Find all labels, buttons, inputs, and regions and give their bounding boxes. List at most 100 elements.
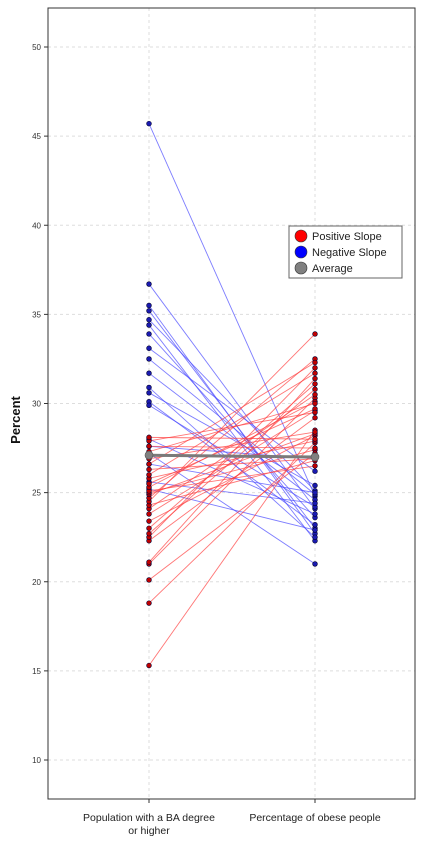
legend-marker — [294, 229, 308, 243]
positive-slope-line — [148, 358, 316, 499]
positive-slope-point — [146, 518, 152, 524]
legend-label: Negative Slope — [312, 247, 387, 259]
positive-slope-line — [148, 465, 316, 492]
y-tick-label: 40 — [32, 221, 41, 230]
positive-slope-point — [146, 577, 152, 583]
negative-slope-point — [146, 356, 152, 362]
legend-marker — [294, 245, 308, 259]
y-tick-label: 30 — [32, 400, 41, 409]
positive-slope-point — [146, 472, 152, 478]
positive-slope-line — [148, 445, 316, 449]
negative-slope-line — [148, 333, 316, 518]
negative-slope-line — [148, 283, 316, 509]
y-tick-label: 50 — [32, 43, 41, 52]
series-points — [144, 120, 320, 669]
positive-slope-line — [148, 394, 316, 510]
negative-slope-line — [148, 372, 316, 501]
negative-slope-point — [146, 345, 152, 351]
positive-slope-point — [312, 381, 318, 387]
y-tick-label: 10 — [32, 756, 41, 765]
y-tick-label: 15 — [32, 667, 41, 676]
negative-slope-line — [148, 319, 316, 492]
negative-slope-line — [148, 324, 316, 542]
positive-slope-point — [146, 662, 152, 669]
positive-slope-point — [146, 481, 152, 487]
positive-slope-point — [312, 359, 318, 366]
positive-slope-point — [312, 365, 318, 371]
y-tick-label: 20 — [32, 578, 41, 587]
negative-slope-line — [148, 347, 316, 472]
negative-slope-point — [312, 522, 318, 528]
positive-slope-line — [148, 333, 316, 502]
positive-slope-line — [148, 436, 316, 440]
negative-slope-point — [146, 120, 152, 127]
negative-slope-point — [312, 500, 318, 507]
positive-slope-line — [148, 410, 316, 515]
y-tick-label: 45 — [32, 132, 41, 141]
legend-box — [288, 225, 403, 279]
positive-slope-point — [312, 375, 318, 382]
legend-marker — [294, 261, 308, 275]
negative-slope-line — [148, 310, 316, 529]
negative-slope-point — [146, 308, 152, 314]
positive-slope-point — [312, 429, 318, 435]
positive-slope-point — [312, 436, 318, 442]
negative-slope-point — [312, 489, 318, 496]
positive-slope-point — [312, 331, 318, 337]
positive-slope-line — [148, 411, 316, 442]
positive-slope-point — [312, 463, 318, 469]
negative-slope-point — [146, 384, 152, 391]
negative-slope-point — [146, 390, 152, 396]
positive-slope-line — [148, 403, 316, 453]
negative-slope-point — [312, 468, 318, 474]
positive-slope-line — [148, 440, 316, 479]
y-axis-label: Percent — [8, 395, 23, 443]
y-tick-label: 35 — [32, 310, 41, 319]
positive-slope-line — [148, 417, 316, 542]
positive-slope-point — [312, 445, 318, 451]
average-line — [148, 453, 316, 459]
positive-slope-point — [146, 511, 152, 517]
negative-slope-point — [146, 317, 152, 323]
x-tick-label: Percentage of obese people — [249, 812, 381, 824]
positive-slope-line — [148, 460, 316, 506]
y-tick-label: 25 — [32, 489, 41, 498]
positive-slope-line — [148, 453, 316, 581]
positive-slope-line — [148, 442, 316, 604]
positive-slope-point — [312, 409, 318, 416]
legend-label: Average — [312, 263, 353, 275]
negative-slope-point — [146, 402, 152, 408]
y-axis: 10 15 20 25 30 35 40 45 50 — [32, 43, 48, 765]
negative-slope-point — [312, 527, 318, 533]
positive-slope-point — [312, 370, 318, 376]
negative-slope-point — [312, 561, 318, 567]
negative-slope-line — [148, 488, 316, 531]
x-axis: Population with a BA degree or higher Perc… — [83, 799, 381, 837]
positive-slope-point — [146, 530, 152, 537]
positive-slope-point — [146, 443, 152, 449]
positive-slope-point — [146, 466, 152, 473]
positive-slope-line — [148, 362, 316, 465]
positive-slope-line — [148, 458, 316, 470]
positive-slope-point — [312, 400, 318, 407]
positive-slope-point — [312, 391, 318, 398]
positive-slope-point — [146, 525, 152, 531]
grid-lines — [48, 8, 415, 799]
negative-slope-point — [146, 331, 152, 337]
negative-slope-point — [312, 511, 318, 517]
positive-slope-line — [148, 378, 316, 563]
legend: Positive Slope Negative Slope Average — [288, 225, 403, 279]
legend-label: Positive Slope — [312, 231, 382, 243]
positive-slope-point — [146, 461, 152, 467]
negative-slope-point — [146, 322, 152, 328]
positive-slope-point — [146, 559, 152, 565]
positive-slope-line — [148, 372, 316, 476]
positive-slope-point — [146, 434, 152, 441]
positive-slope-line — [148, 401, 316, 488]
series-lines — [148, 123, 316, 666]
negative-slope-line — [148, 123, 316, 497]
negative-slope-line — [148, 438, 316, 515]
negative-slope-point — [146, 370, 152, 376]
negative-slope-point — [146, 281, 152, 287]
